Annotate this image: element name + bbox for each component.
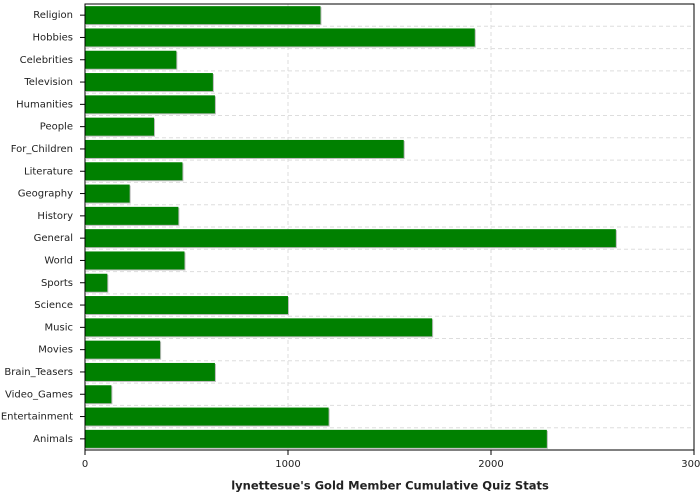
x-tick-label: 1000 <box>275 459 300 470</box>
bar <box>85 273 108 292</box>
y-tick-label: Music <box>45 322 73 333</box>
y-tick-label: Entertainment <box>1 412 73 423</box>
bar <box>85 385 112 404</box>
bar <box>85 184 130 203</box>
y-tick-label: People <box>40 122 73 133</box>
bar <box>85 162 183 181</box>
x-tick-label: 2000 <box>478 459 503 470</box>
bar <box>85 407 329 426</box>
y-tick-label: Sports <box>41 278 73 289</box>
bar <box>85 340 161 359</box>
bar <box>85 117 155 136</box>
x-tick-label: 3000 <box>681 459 700 470</box>
bar <box>85 73 213 92</box>
plot-frame <box>84 3 695 451</box>
bar <box>85 6 321 25</box>
y-tick-label: Movies <box>38 345 73 356</box>
y-tick-label: Animals <box>33 434 73 445</box>
bar <box>85 139 404 158</box>
bar <box>85 206 179 225</box>
y-tick-label: History <box>37 211 73 222</box>
y-tick-label: Religion <box>33 10 73 21</box>
bar <box>85 229 616 248</box>
y-tick-label: General <box>34 233 73 244</box>
y-tick-label: Geography <box>18 189 73 200</box>
y-tick-label: Video_Games <box>5 389 73 400</box>
bar <box>85 296 288 315</box>
bar <box>85 318 433 337</box>
bar <box>85 429 547 448</box>
x-tick-label: 0 <box>82 459 88 470</box>
y-tick-label: Television <box>23 77 73 88</box>
bar <box>85 251 185 270</box>
x-axis-label: lynettesue's Gold Member Cumulative Quiz… <box>231 479 549 493</box>
y-tick-label: For_Children <box>11 144 73 155</box>
bar <box>85 95 215 114</box>
bar <box>85 50 177 69</box>
y-tick-label: Humanities <box>16 99 73 110</box>
y-tick-label: World <box>44 255 73 266</box>
y-tick-label: Celebrities <box>20 55 73 66</box>
y-tick-label: Literature <box>24 166 73 177</box>
bar <box>85 28 475 47</box>
y-tick-label: Hobbies <box>33 32 73 43</box>
bar <box>85 362 215 381</box>
y-tick-label: Brain_Teasers <box>4 367 73 378</box>
y-tick-label: Science <box>34 300 73 311</box>
